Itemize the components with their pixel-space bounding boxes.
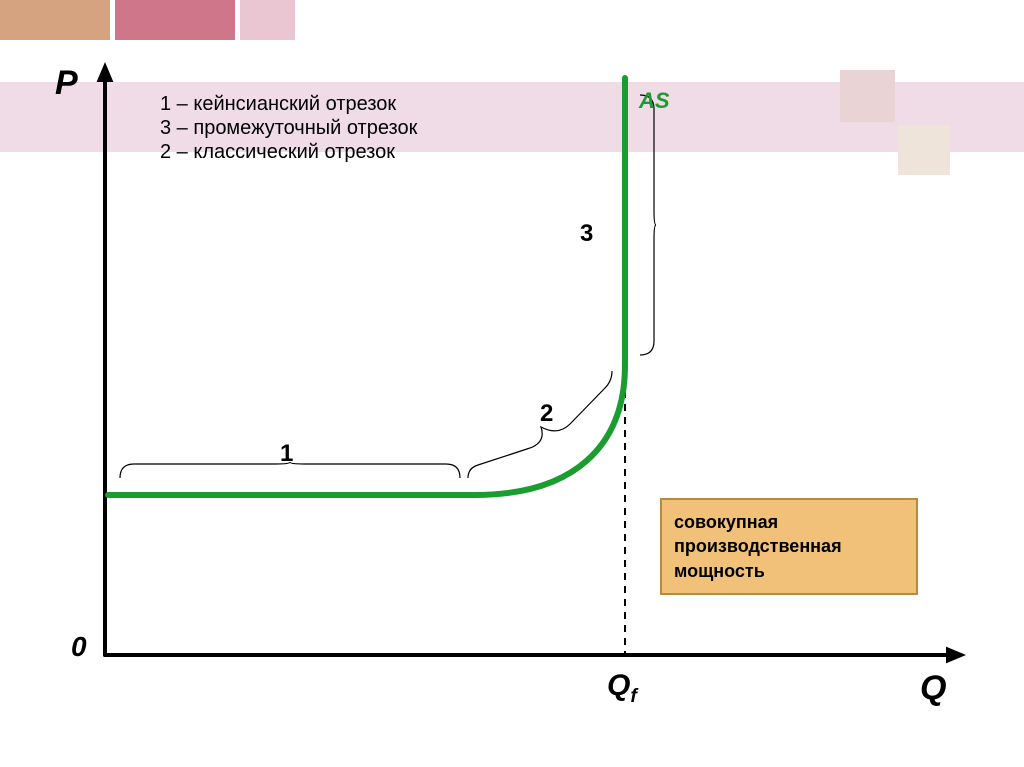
segment-label: 3	[580, 220, 593, 248]
as-chart	[0, 0, 1024, 767]
capacity-line: производственная	[674, 534, 904, 558]
x-axis-label: Q	[920, 669, 946, 708]
legend-line: 2 – классический отрезок	[160, 140, 417, 164]
origin-label: 0	[71, 631, 87, 663]
qf-label: Qf	[607, 669, 637, 708]
as-curve-label: AS	[639, 88, 670, 114]
capacity-box: совокупнаяпроизводственнаямощность	[660, 498, 918, 595]
legend: 1 – кейнсианский отрезок3 – промежуточны…	[160, 92, 417, 164]
legend-line: 3 – промежуточный отрезок	[160, 116, 417, 140]
capacity-line: мощность	[674, 559, 904, 583]
segment-label: 2	[540, 400, 553, 428]
y-axis-label: P	[55, 64, 78, 103]
capacity-line: совокупная	[674, 510, 904, 534]
segment-label: 1	[280, 440, 293, 468]
legend-line: 1 – кейнсианский отрезок	[160, 92, 417, 116]
